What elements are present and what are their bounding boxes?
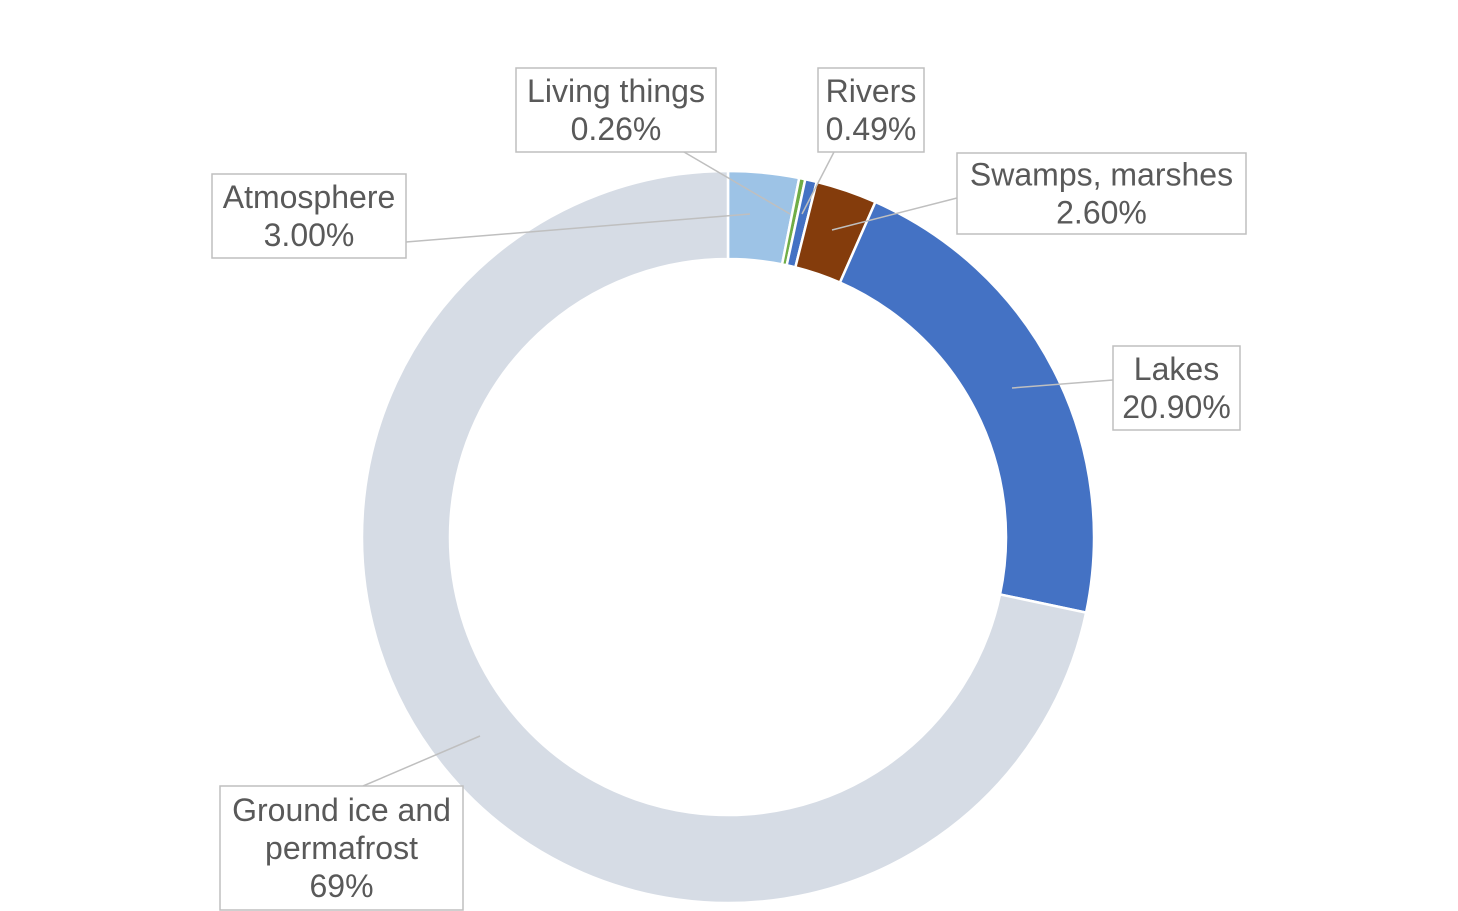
leader-line-rivers [801, 151, 835, 215]
leader-line-ground-ice-and-permafrost [362, 735, 481, 787]
slice-lakes [838, 200, 1096, 614]
data-label-value: 20.90% [1122, 389, 1231, 425]
leader-line-living-things [683, 151, 791, 215]
data-label-name: Ground ice and [232, 792, 451, 828]
data-label-value: 0.26% [571, 111, 662, 147]
leader-line-atmosphere [405, 213, 751, 243]
data-label-box [211, 173, 407, 259]
data-label-value: 0.49% [826, 111, 917, 147]
leader-line-swamps-marshes [831, 197, 958, 231]
data-label-box [956, 152, 1247, 235]
slices-group [360, 169, 1096, 905]
data-label-value: 3.00% [264, 217, 355, 253]
data-label-box [219, 785, 464, 911]
data-label-box [817, 67, 925, 153]
leader-lines-group [362, 151, 1114, 787]
data-label-box [515, 67, 717, 153]
data-label-name: permafrost [265, 830, 418, 866]
data-label-value: 69% [309, 868, 373, 904]
data-label-name: Swamps, marshes [970, 157, 1233, 193]
slice-ground-ice-and-permafrost [360, 169, 1088, 905]
data-label-name: Rivers [826, 73, 917, 109]
data-label-name: Living things [527, 73, 705, 109]
leader-line-lakes [1011, 379, 1114, 389]
data-label-value: 2.60% [1056, 195, 1147, 231]
data-label-name: Atmosphere [223, 179, 396, 215]
data-label-box [1112, 345, 1241, 431]
data-label-name: Lakes [1134, 351, 1219, 387]
